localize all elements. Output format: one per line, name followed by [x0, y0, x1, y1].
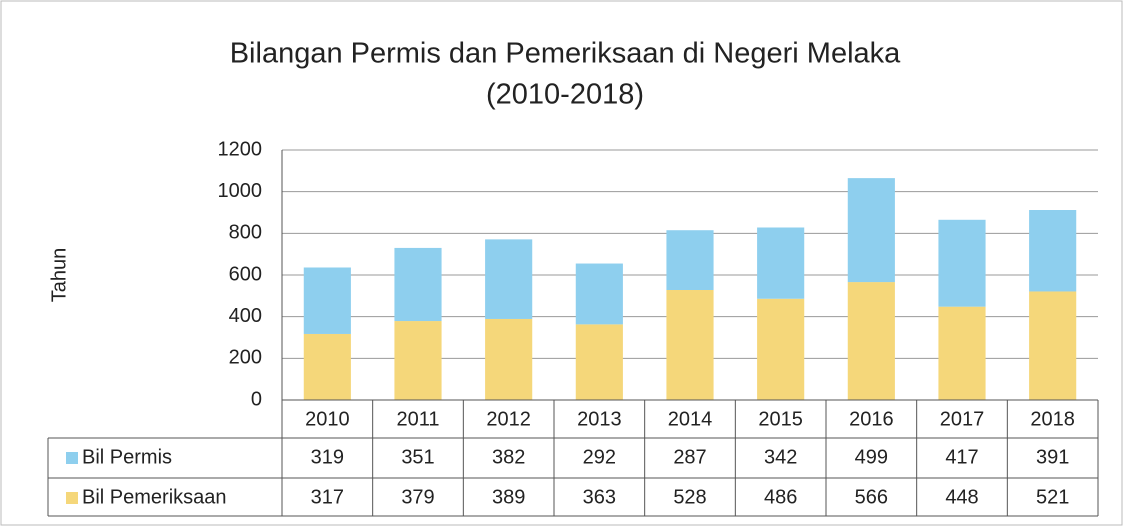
- table-value: 417: [945, 446, 978, 468]
- legend-swatch: [66, 492, 78, 504]
- table-value: 363: [583, 486, 616, 508]
- table-value: 486: [764, 486, 797, 508]
- legend-label: Bil Permis: [82, 446, 172, 468]
- y-axis-label: Tahun: [48, 248, 70, 303]
- y-tick-label: 200: [229, 347, 262, 369]
- bar-segment: [485, 318, 533, 400]
- bar-segment: [303, 333, 351, 400]
- legend-swatch: [66, 452, 78, 464]
- bar-segment: [1029, 291, 1077, 400]
- y-tick-label: 600: [229, 263, 262, 285]
- bar-segment: [847, 282, 895, 400]
- table-value: 448: [945, 486, 978, 508]
- x-tick-label: 2010: [305, 408, 350, 430]
- y-tick-label: 0: [251, 388, 262, 410]
- table-value: 382: [492, 446, 525, 468]
- bar-segment: [666, 230, 714, 290]
- table-value: 389: [492, 486, 525, 508]
- chart-subtitle: (2010-2018): [486, 79, 644, 111]
- table-value: 379: [401, 486, 434, 508]
- x-tick-label: 2015: [758, 408, 803, 430]
- x-tick-label: 2016: [849, 408, 894, 430]
- bar-segment: [394, 247, 442, 322]
- table-value: 319: [311, 446, 344, 468]
- bar-segment: [575, 263, 623, 325]
- table-value: 499: [855, 446, 888, 468]
- bar-segment: [938, 306, 986, 400]
- legend-label: Bil Pemeriksaan: [82, 486, 227, 508]
- bar-segment: [394, 321, 442, 400]
- table-value: 391: [1036, 446, 1069, 468]
- table-value: 292: [583, 446, 616, 468]
- bar-segment: [757, 227, 805, 299]
- table-value: 351: [401, 446, 434, 468]
- bar-segment: [1029, 210, 1077, 292]
- y-tick-label: 800: [229, 222, 262, 244]
- bar-segment: [847, 178, 895, 283]
- bar-segment: [575, 324, 623, 400]
- x-tick-label: 2011: [396, 408, 439, 430]
- chart-title: Bilangan Permis dan Pemeriksaan di Neger…: [230, 38, 901, 70]
- bar-segment: [757, 298, 805, 400]
- y-tick-label: 400: [229, 305, 262, 327]
- bar-segment: [303, 267, 351, 334]
- table-value: 521: [1036, 486, 1069, 508]
- y-tick-label: 1000: [218, 180, 263, 202]
- x-tick-label: 2017: [940, 408, 985, 430]
- table-value: 528: [673, 486, 706, 508]
- x-tick-label: 2013: [577, 408, 622, 430]
- table-value: 566: [855, 486, 888, 508]
- y-tick-label: 1200: [218, 138, 263, 160]
- table-value: 287: [673, 446, 706, 468]
- table-value: 317: [311, 486, 344, 508]
- bar-segment: [938, 219, 986, 307]
- bar-segment: [666, 290, 714, 400]
- bar-segment: [485, 239, 533, 319]
- x-tick-label: 2014: [668, 408, 713, 430]
- table-value: 342: [764, 446, 797, 468]
- x-tick-label: 2018: [1030, 408, 1075, 430]
- x-tick-label: 2012: [486, 408, 531, 430]
